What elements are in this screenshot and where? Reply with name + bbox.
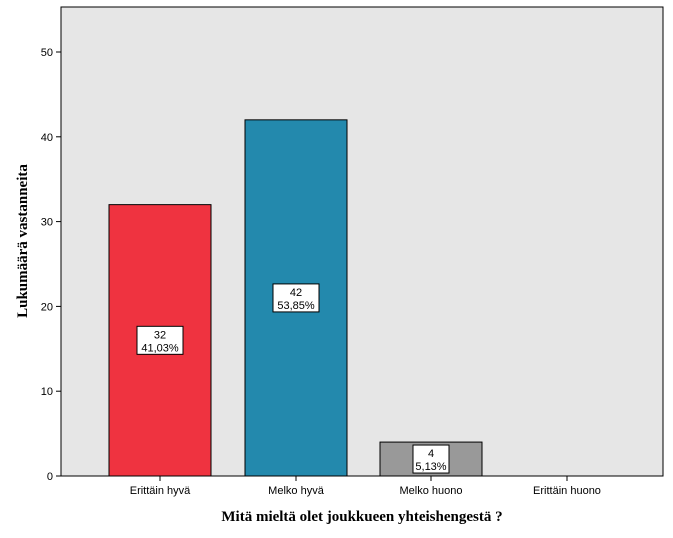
- y-axis-title: Lukumäärä vastanneita: [15, 164, 31, 318]
- y-tick-label: 0: [47, 471, 53, 483]
- y-tick-label: 10: [41, 386, 53, 398]
- data-label-box: [272, 283, 320, 313]
- x-tick-label: Erittäin huono: [533, 485, 601, 497]
- data-label-count: 4: [428, 448, 434, 460]
- data-label-count: 42: [290, 287, 302, 299]
- y-tick-label: 30: [41, 217, 53, 229]
- data-label-percent: 53,85%: [277, 300, 315, 312]
- data-label-percent: 5,13%: [415, 461, 446, 473]
- x-tick-label: Melko hyvä: [268, 485, 325, 497]
- data-label-box: [136, 325, 184, 355]
- x-axis-title: Mitä mieltä olet joukkueen yhteishengest…: [221, 509, 502, 525]
- x-tick-label: Erittäin hyvä: [130, 485, 191, 497]
- y-tick-label: 40: [41, 132, 53, 144]
- y-tick-label: 20: [41, 301, 53, 313]
- x-axis: Erittäin hyvä Melko hyvä Melko huono Erittä…: [130, 476, 601, 497]
- y-axis: 0 10 20 30 40 50: [41, 47, 61, 483]
- x-tick-label: Melko huono: [400, 485, 463, 497]
- data-label-box: [412, 444, 450, 474]
- y-tick-label: 50: [41, 47, 53, 59]
- data-label-count: 32: [154, 329, 166, 341]
- data-label-percent: 41,03%: [141, 342, 179, 354]
